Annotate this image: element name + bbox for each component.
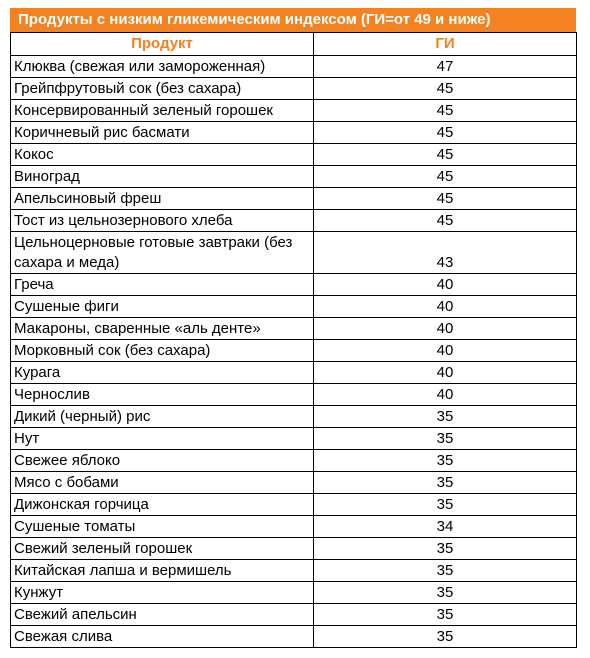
table-row: Макароны, сваренные «аль денте» 40 (10, 317, 577, 340)
gi-value: 40 (313, 339, 577, 362)
product-name: Свежая слива (10, 625, 314, 648)
product-name: Греча (10, 273, 314, 296)
product-name: Виноград (10, 165, 314, 188)
product-name: Клюква (свежая или замороженная) (10, 55, 314, 78)
gi-value: 45 (313, 77, 577, 100)
table-row: Цельноцерновые готовые завтраки (без сах… (10, 231, 577, 274)
gi-value: 40 (313, 295, 577, 318)
gi-value: 45 (313, 143, 577, 166)
table-row: Дижонская горчица 35 (10, 493, 577, 516)
product-name: Китайская лапша и вермишель (10, 559, 314, 582)
gi-value: 45 (313, 187, 577, 210)
table-row: Дикий (черный) рис 35 (10, 405, 577, 428)
table-row: Мясо с бобами 35 (10, 471, 577, 494)
product-name: Чернослив (10, 383, 314, 406)
table-row: Апельсиновый фреш 45 (10, 187, 577, 210)
gi-value: 35 (313, 427, 577, 450)
gi-value: 40 (313, 273, 577, 296)
table-row: Курага 40 (10, 361, 577, 384)
product-name: Дикий (черный) рис (10, 405, 314, 428)
gi-value: 47 (313, 55, 577, 78)
product-name: Мясо с бобами (10, 471, 314, 494)
table-row: Тост из цельнозернового хлеба 45 (10, 209, 577, 232)
table-row: Виноград 45 (10, 165, 577, 188)
product-name: Свежее яблоко (10, 449, 314, 472)
table-row: Консервированный зеленый горошек 45 (10, 99, 577, 122)
table-row: Грейпфрутовый сок (без сахара) 45 (10, 77, 577, 100)
gi-value: 35 (313, 471, 577, 494)
product-name: Апельсиновый фреш (10, 187, 314, 210)
product-name: Кунжут (10, 581, 314, 604)
gi-value: 35 (313, 449, 577, 472)
product-name: Коричневый рис басмати (10, 121, 314, 144)
gi-value: 40 (313, 317, 577, 340)
table-row: Китайская лапша и вермишель 35 (10, 559, 577, 582)
product-name: Свежий апельсин (10, 603, 314, 626)
table-row: Свежий зеленый горошек 35 (10, 537, 577, 560)
gi-value: 45 (313, 209, 577, 232)
gi-value: 35 (313, 625, 577, 648)
table-row: Свежее яблоко 35 (10, 449, 577, 472)
table-row: Греча 40 (10, 273, 577, 296)
gi-value: 35 (313, 559, 577, 582)
gi-value: 45 (313, 165, 577, 188)
product-name: Консервированный зеленый горошек (10, 99, 314, 122)
product-name: Грейпфрутовый сок (без сахара) (10, 77, 314, 100)
gi-value: 40 (313, 361, 577, 384)
product-name: Макароны, сваренные «аль денте» (10, 317, 314, 340)
gi-value: 35 (313, 493, 577, 516)
gi-value: 43 (313, 231, 577, 274)
product-name: Дижонская горчица (10, 493, 314, 516)
table-row: Сушеные томаты 34 (10, 515, 577, 538)
table-row: Морковный сок (без сахара) 40 (10, 339, 577, 362)
gi-value: 35 (313, 581, 577, 604)
table-row: Клюква (свежая или замороженная) 47 (10, 55, 577, 78)
product-name: Нут (10, 427, 314, 450)
gi-value: 34 (313, 515, 577, 538)
header-product: Продукт (10, 32, 314, 56)
header-gi: ГИ (313, 32, 577, 56)
table-row: Свежий апельсин 35 (10, 603, 577, 626)
table-row: Коричневый рис басмати 45 (10, 121, 577, 144)
product-name: Курага (10, 361, 314, 384)
product-name: Тост из цельнозернового хлеба (10, 209, 314, 232)
table-row: Свежая слива 35 (10, 625, 577, 648)
gi-value: 45 (313, 99, 577, 122)
gi-value: 35 (313, 537, 577, 560)
product-name: Цельноцерновые готовые завтраки (без сах… (10, 231, 314, 274)
table-row: Кунжут 35 (10, 581, 577, 604)
table-row: Сушеные фиги 40 (10, 295, 577, 318)
product-name: Сушеные томаты (10, 515, 314, 538)
product-name: Кокос (10, 143, 314, 166)
product-name: Свежий зеленый горошек (10, 537, 314, 560)
table-title: Продукты с низким гликемическим индексом… (10, 8, 576, 32)
gi-value: 40 (313, 383, 577, 406)
table-row: Кокос 45 (10, 143, 577, 166)
gi-value: 35 (313, 405, 577, 428)
gi-table: Продукт ГИ Клюква (свежая или замороженн… (10, 32, 577, 648)
gi-value: 35 (313, 603, 577, 626)
product-name: Морковный сок (без сахара) (10, 339, 314, 362)
gi-value: 45 (313, 121, 577, 144)
header-row: Продукт ГИ (10, 32, 577, 56)
product-name: Сушеные фиги (10, 295, 314, 318)
table-row: Чернослив 40 (10, 383, 577, 406)
table-row: Нут 35 (10, 427, 577, 450)
gi-table-document: Продукты с низким гликемическим индексом… (10, 8, 577, 648)
